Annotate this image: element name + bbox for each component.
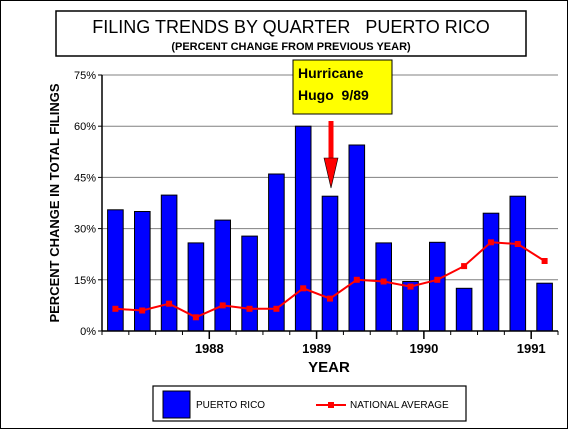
- y-tick-label: 45%: [74, 172, 96, 184]
- bar: [294, 125, 312, 332]
- line-marker: [300, 285, 307, 292]
- line-marker: [219, 302, 226, 309]
- line-marker: [246, 305, 253, 312]
- line-marker: [407, 283, 414, 290]
- chart-title: FILING TRENDS BY QUARTER PUERTO RICO: [92, 17, 489, 37]
- legend-bar-swatch: [162, 390, 191, 419]
- bar: [107, 209, 124, 332]
- title-box: [55, 10, 527, 57]
- hurricane-annotation: Hurricane Hugo 9/89: [292, 59, 393, 189]
- bar: [482, 212, 500, 332]
- y-axis-title: PERCENT CHANGE IN TOTAL FILINGS: [47, 83, 62, 322]
- annotation-box: [292, 59, 393, 115]
- legend: PUERTO RICO NATIONAL AVERAGE: [152, 385, 467, 422]
- bar: [321, 195, 339, 332]
- annotation-line-2: Hugo 9/89: [298, 87, 369, 103]
- x-tick-label: 1990: [409, 341, 438, 356]
- x-tick-labels: 1988 1989 1990 1991: [195, 341, 546, 356]
- x-tick-label: 1989: [302, 341, 331, 356]
- y-tick-label: 0%: [80, 326, 96, 338]
- line-marker: [541, 258, 548, 264]
- bar: [160, 194, 178, 332]
- legend-label-puerto-rico: PUERTO RICO: [196, 400, 265, 411]
- bar: [429, 241, 446, 332]
- line-marker: [273, 305, 280, 312]
- line-series-national-average: [112, 239, 548, 321]
- y-tick-label: 60%: [74, 121, 96, 133]
- bar: [348, 144, 366, 332]
- bar: [536, 282, 553, 332]
- chart-subtitle: (PERCENT CHANGE FROM PREVIOUS YEAR): [171, 41, 411, 53]
- bar: [375, 242, 392, 332]
- line-marker: [461, 263, 468, 270]
- annotation-arrow-head: [323, 157, 339, 189]
- x-tick-label: 1991: [517, 341, 546, 356]
- y-tick-label: 15%: [74, 275, 96, 287]
- axes: [98, 74, 559, 339]
- line-marker: [434, 276, 441, 283]
- x-axis-title: YEAR: [308, 359, 350, 376]
- bar: [241, 235, 258, 332]
- legend-box: [152, 385, 467, 422]
- y-tick-label: 75%: [74, 70, 96, 82]
- line-marker: [166, 300, 173, 307]
- line-marker: [487, 239, 494, 246]
- bar: [214, 219, 231, 332]
- annotation-line-1: Hurricane: [298, 65, 364, 81]
- line-marker: [514, 241, 521, 247]
- bar: [509, 195, 527, 332]
- bar: [455, 287, 473, 332]
- y-tick-label: 30%: [74, 224, 96, 236]
- x-tick-label: 1988: [195, 341, 224, 356]
- line-marker: [353, 276, 360, 283]
- line-marker: [112, 305, 119, 312]
- legend-marker-swatch: [328, 402, 334, 408]
- line-marker: [139, 307, 146, 314]
- line-marker: [327, 295, 333, 302]
- legend-label-national-average: NATIONAL AVERAGE: [350, 400, 449, 411]
- y-tick-labels: 0% 15% 30% 45% 60% 75%: [74, 70, 96, 338]
- line-marker: [380, 278, 387, 285]
- line-marker: [192, 314, 199, 321]
